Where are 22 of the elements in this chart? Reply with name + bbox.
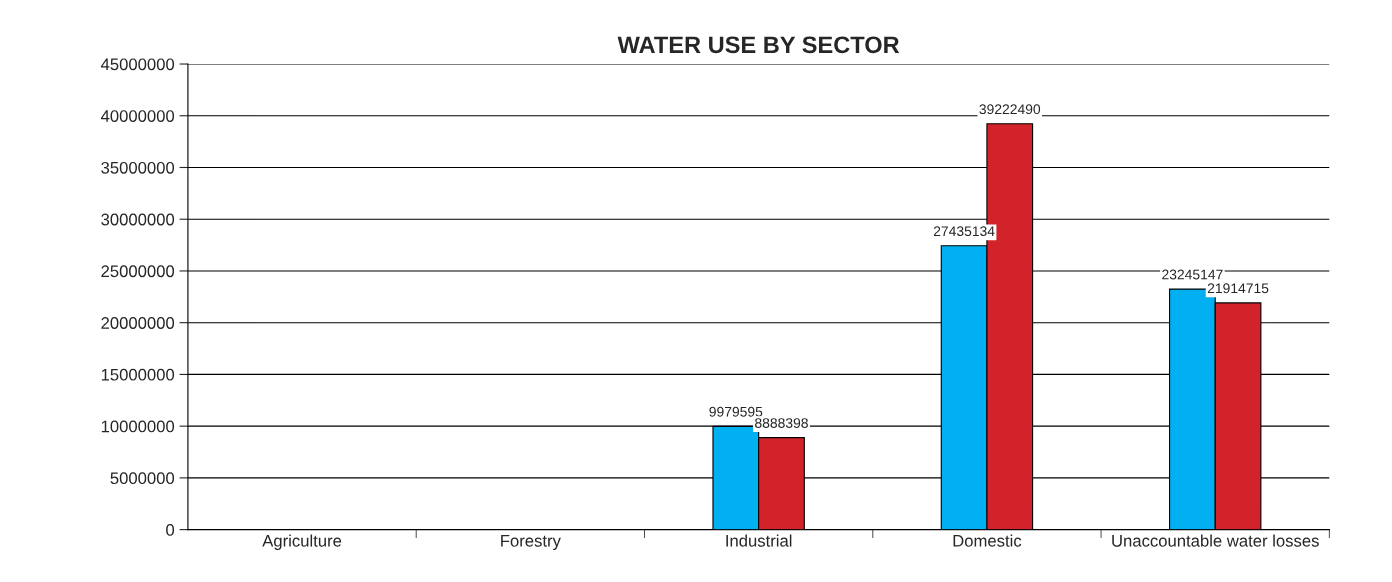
data-label: 9979595 <box>709 406 763 417</box>
y-tick-label: 45000000 <box>100 58 175 71</box>
y-tick-label: 5000000 <box>110 472 175 485</box>
y-tick-label: 15000000 <box>101 368 175 381</box>
y-tick-label: 40000000 <box>100 110 175 122</box>
data-label: 39222490 <box>979 104 1041 115</box>
data-label: 23245147 <box>1162 269 1223 280</box>
y-tick-label: 20000000 <box>101 317 175 329</box>
x-tick-label: Industrial <box>726 534 792 547</box>
y-tick-label: 25000000 <box>101 265 175 278</box>
x-tick-label: Unaccountable water losses <box>1112 534 1319 547</box>
y-tick-label: 35000000 <box>101 161 175 174</box>
y-tick-label: 30000000 <box>101 213 175 226</box>
y-tick-label: 0 <box>166 524 175 536</box>
data-label: 21914715 <box>1207 283 1269 294</box>
x-tick-label: Agriculture <box>262 534 342 551</box>
y-tick-label: 10000000 <box>101 420 175 433</box>
x-tick-label: Domestic <box>953 534 1022 547</box>
x-tick-label: Forestry <box>501 535 561 551</box>
chart-title: WATER USE BY SECTOR <box>617 36 900 54</box>
data-label: 27435134 <box>933 226 995 237</box>
data-label: 8888398 <box>755 418 808 428</box>
